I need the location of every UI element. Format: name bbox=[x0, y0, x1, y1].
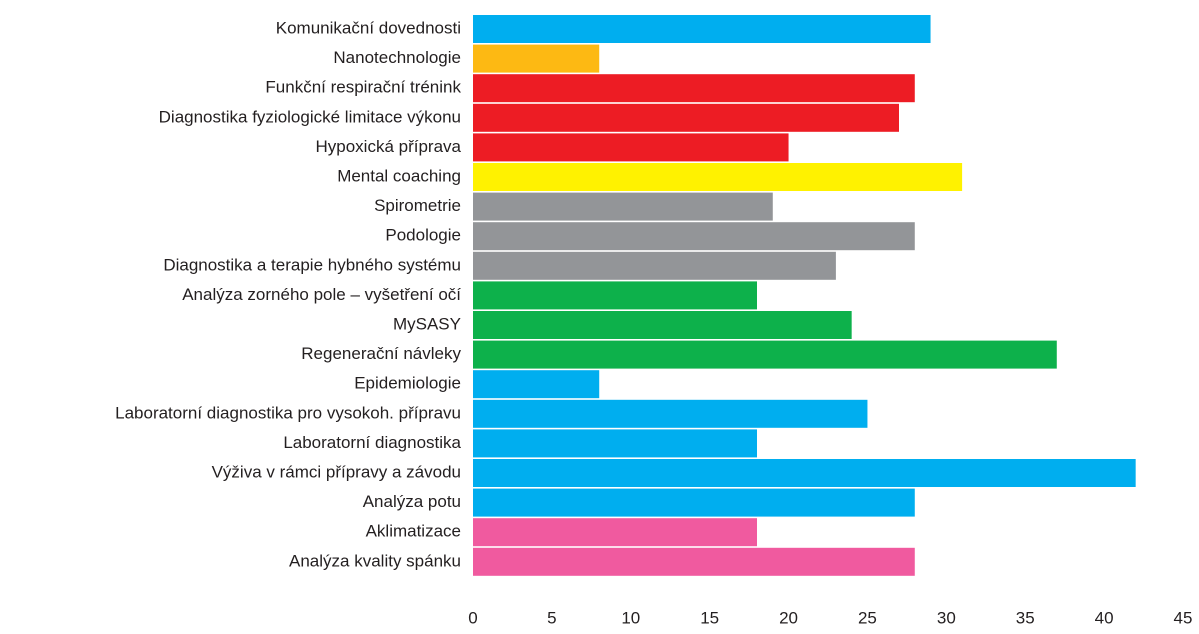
bar bbox=[473, 251, 836, 280]
y-tick-label: Mental coaching bbox=[337, 166, 461, 185]
bar bbox=[473, 281, 757, 310]
bar bbox=[473, 459, 1136, 487]
x-tick-label: 0 bbox=[468, 608, 477, 627]
x-tick-label: 30 bbox=[937, 608, 956, 627]
x-tick-label: 5 bbox=[547, 608, 556, 627]
bar bbox=[473, 222, 915, 251]
bar bbox=[473, 518, 757, 547]
bar bbox=[473, 192, 773, 221]
bar bbox=[473, 399, 868, 428]
bar bbox=[473, 103, 899, 132]
y-tick-label: Výživa v rámci přípravy a závodu bbox=[212, 462, 461, 481]
bar bbox=[473, 370, 600, 399]
x-tick-label: 40 bbox=[1095, 608, 1114, 627]
y-tick-label: Aklimatizace bbox=[366, 522, 461, 541]
bar bbox=[473, 429, 757, 458]
x-tick-label: 10 bbox=[621, 608, 640, 627]
y-tick-label: Laboratorní diagnostika pro vysokoh. pří… bbox=[115, 403, 461, 422]
bar bbox=[473, 133, 789, 162]
y-tick-label: Diagnostika fyziologické limitace výkonu bbox=[159, 107, 461, 126]
y-tick-label: Komunikační dovednosti bbox=[276, 18, 461, 37]
x-tick-label: 45 bbox=[1174, 608, 1193, 627]
bar bbox=[473, 340, 1057, 369]
y-tick-label: Laboratorní diagnostika bbox=[283, 433, 461, 452]
bar bbox=[473, 15, 931, 43]
bar bbox=[473, 311, 852, 339]
y-tick-label: Analýza kvality spánku bbox=[289, 551, 461, 570]
y-tick-label: Spirometrie bbox=[374, 196, 461, 215]
x-tick-label: 35 bbox=[1016, 608, 1035, 627]
bar bbox=[473, 74, 915, 103]
y-tick-label: Analýza potu bbox=[363, 492, 461, 511]
x-tick-label: 20 bbox=[779, 608, 798, 627]
y-tick-label: Regenerační návleky bbox=[301, 344, 461, 363]
y-tick-label: MySASY bbox=[393, 314, 461, 333]
y-tick-label: Epidemiologie bbox=[354, 374, 461, 393]
y-tick-label: Diagnostika a terapie hybného systému bbox=[163, 255, 461, 274]
bar bbox=[473, 44, 600, 73]
bar bbox=[473, 163, 963, 191]
y-tick-label: Funkční respirační trénink bbox=[265, 78, 461, 97]
bar bbox=[473, 547, 915, 576]
y-tick-label: Nanotechnologie bbox=[333, 48, 461, 67]
y-tick-label: Podologie bbox=[385, 226, 461, 245]
x-tick-label: 25 bbox=[858, 608, 877, 627]
x-tick-label: 15 bbox=[700, 608, 719, 627]
y-tick-label: Analýza zorného pole – vyšetření očí bbox=[182, 285, 461, 304]
y-tick-label: Hypoxická příprava bbox=[315, 137, 461, 156]
bar bbox=[473, 488, 915, 517]
